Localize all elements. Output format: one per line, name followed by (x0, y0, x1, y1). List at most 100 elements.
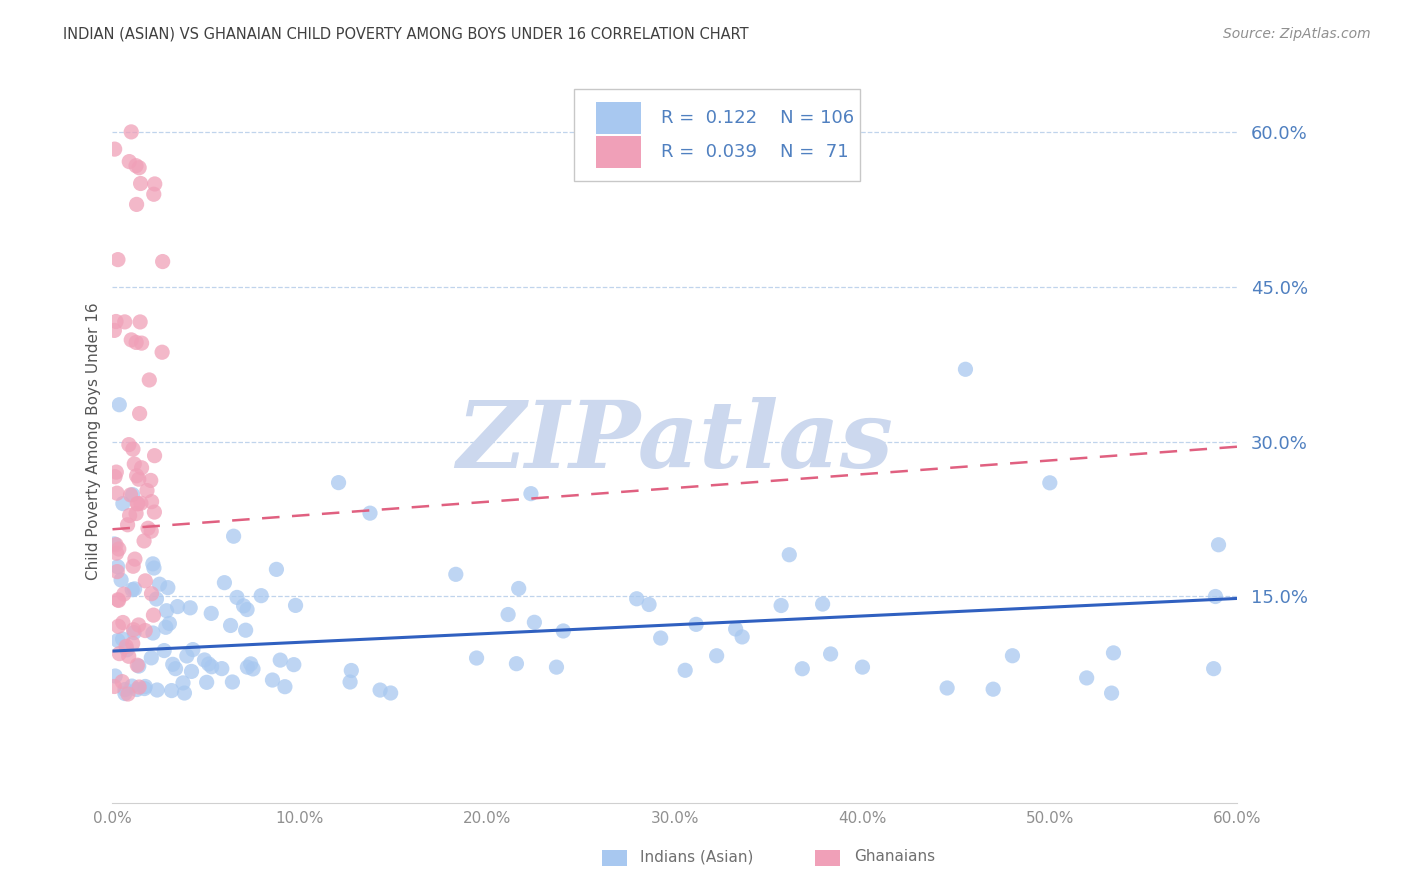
Point (340, 664, 363, 678)
Point (523, 615, 546, 630)
Point (128, 618, 150, 632)
Point (118, 508, 141, 523)
Point (103, 680, 125, 694)
Point (142, 557, 165, 571)
Point (134, 680, 156, 694)
Point (141, 651, 163, 665)
Text: R =  0.122    N = 106: R = 0.122 N = 106 (661, 109, 855, 128)
Point (121, 488, 143, 502)
Point (107, 252, 129, 267)
Point (118, 649, 141, 664)
Point (262, 673, 284, 687)
Point (122, 625, 145, 640)
Point (200, 607, 222, 621)
Point (148, 577, 170, 591)
Point (936, 681, 959, 695)
Point (778, 548, 800, 562)
Point (124, 457, 146, 471)
Point (152, 254, 174, 268)
Point (125, 468, 148, 483)
Point (143, 449, 166, 463)
Point (172, 676, 194, 690)
Point (242, 662, 264, 676)
Point (235, 624, 257, 638)
Point (162, 657, 184, 672)
Point (219, 618, 242, 632)
Point (1204, 590, 1226, 604)
Point (505, 657, 527, 671)
Point (197, 657, 219, 671)
Point (110, 573, 132, 587)
Point (121, 636, 143, 650)
Point (132, 533, 155, 548)
Point (114, 687, 136, 701)
Point (118, 154, 141, 169)
FancyBboxPatch shape (574, 89, 860, 181)
Point (128, 680, 150, 694)
Point (380, 686, 402, 700)
Point (1076, 671, 1098, 685)
Point (1208, 538, 1230, 552)
Point (108, 398, 131, 412)
Point (129, 315, 152, 329)
Point (125, 507, 148, 521)
Point (111, 497, 134, 511)
Point (134, 574, 156, 588)
Point (981, 682, 1004, 697)
Point (851, 660, 873, 674)
Point (103, 537, 125, 551)
Text: ZIPatlas: ZIPatlas (457, 397, 893, 486)
Point (125, 159, 148, 173)
Point (955, 362, 977, 376)
Point (121, 679, 143, 693)
Point (131, 336, 153, 351)
Text: Ghanaians: Ghanaians (853, 849, 935, 864)
Point (107, 633, 129, 648)
Text: Indians (Asian): Indians (Asian) (640, 849, 754, 864)
Point (107, 593, 129, 607)
Point (1102, 646, 1125, 660)
Point (128, 659, 150, 673)
Bar (596, 102, 641, 135)
Point (107, 559, 129, 574)
Point (232, 599, 254, 613)
Point (104, 538, 127, 552)
Point (283, 657, 305, 672)
Point (155, 620, 177, 634)
Point (368, 683, 391, 698)
Point (139, 474, 162, 488)
Point (811, 597, 834, 611)
Point (111, 674, 134, 689)
Point (134, 624, 156, 638)
Point (180, 665, 202, 679)
Point (129, 177, 152, 191)
Point (150, 345, 173, 359)
Point (105, 314, 128, 328)
Point (1039, 475, 1062, 490)
Point (122, 623, 145, 637)
Bar (815, 850, 841, 865)
Point (105, 465, 128, 479)
Point (1101, 686, 1123, 700)
Point (266, 562, 288, 576)
Point (105, 565, 128, 579)
Point (153, 643, 176, 657)
Point (520, 486, 543, 500)
Point (114, 682, 136, 697)
Point (156, 581, 179, 595)
Point (104, 142, 127, 156)
Point (127, 658, 149, 673)
Point (117, 517, 139, 532)
Point (731, 630, 754, 644)
Point (118, 437, 141, 451)
Point (121, 582, 143, 597)
Point (465, 651, 488, 665)
Point (108, 647, 131, 661)
Point (650, 631, 672, 645)
Point (193, 653, 215, 667)
Point (211, 662, 233, 676)
Point (120, 333, 142, 347)
Point (124, 552, 146, 566)
Point (724, 622, 747, 636)
Text: Source: ZipAtlas.com: Source: ZipAtlas.com (1223, 27, 1371, 41)
